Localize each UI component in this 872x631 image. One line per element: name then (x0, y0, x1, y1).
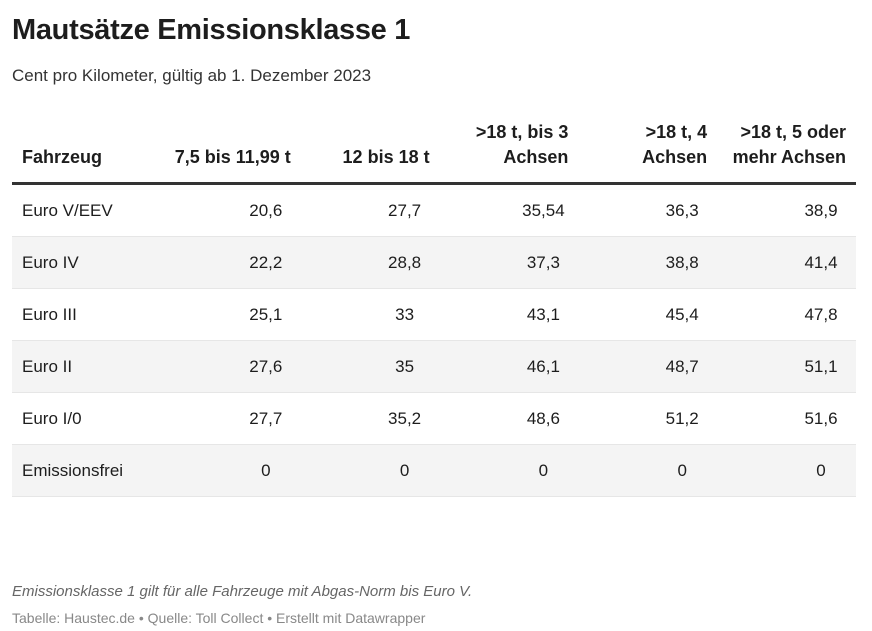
table-cell: 28,8 (300, 236, 440, 289)
cell-value: 27,6 (249, 356, 283, 376)
column-header: >18 t, 5 oder mehr Achsen (717, 120, 856, 185)
table-cell: 48,6 (439, 392, 579, 445)
cell-value: 0 (261, 460, 271, 480)
table-cell: 47,8 (717, 288, 856, 341)
table-row: Euro II 27,6 35 46,1 48,7 51,1 (12, 340, 856, 393)
cell-value: 47,8 (804, 304, 838, 324)
cell-value: 0 (399, 460, 410, 480)
chart-title: Mautsätze Emissionsklasse 1 (12, 14, 411, 46)
row-label: Emissionsfrei (12, 444, 162, 497)
table-cell: 51,1 (717, 340, 856, 393)
table-row: Euro I/0 27,7 35,2 48,6 51,2 51,6 (12, 392, 856, 445)
column-header: Fahrzeug (12, 120, 162, 185)
table-cell: 37,3 (439, 236, 579, 289)
table-cell: 0 (439, 444, 579, 497)
cell-value: 51,1 (804, 356, 838, 376)
table-cell: 46,1 (439, 340, 579, 393)
table-cell: 48,7 (578, 340, 718, 393)
cell-value: 25,1 (249, 304, 283, 324)
table-cell: 35 (300, 340, 440, 393)
table-row: Euro III 25,1 33 43,1 45,4 47,8 (12, 288, 856, 341)
table-cell: 41,4 (717, 236, 856, 289)
cell-value: 41,4 (804, 252, 838, 272)
cell-value: 35,54 (522, 200, 565, 220)
cell-value: 0 (816, 460, 826, 480)
cell-value: 35 (395, 356, 415, 376)
table-cell: 27,6 (162, 340, 301, 393)
cell-value: 36,3 (665, 200, 699, 220)
table-cell: 0 (162, 444, 301, 497)
table-cell: 0 (578, 444, 718, 497)
table-cell: 27,7 (300, 183, 440, 237)
cell-value: 20,6 (249, 200, 283, 220)
cell-value: 0 (677, 460, 687, 480)
table-cell: 0 (717, 444, 856, 497)
table-cell: 36,3 (578, 183, 718, 237)
cell-value: 51,6 (804, 408, 838, 428)
cell-value: 27,7 (249, 408, 283, 428)
cell-value: 0 (538, 460, 549, 480)
chart-subtitle: Cent pro Kilometer, gültig ab 1. Dezembe… (12, 66, 372, 85)
table-cell: 45,4 (578, 288, 718, 341)
cell-value: 38,9 (804, 200, 838, 220)
toll-rates-table: Fahrzeug 7,5 bis 11,99 t 12 bis 18 t >18 t,… (12, 120, 856, 497)
cell-value: 37,3 (526, 252, 560, 272)
row-label: Euro I/0 (12, 392, 162, 445)
cell-value: 35,2 (388, 408, 422, 428)
table-cell: 38,9 (717, 183, 856, 237)
row-label: Euro IV (12, 236, 162, 289)
cell-value: 48,7 (665, 356, 699, 376)
cell-value: 51,2 (665, 408, 699, 428)
table-row: Euro IV 22,2 28,8 37,3 38,8 41,4 (12, 236, 856, 289)
row-label: Euro II (12, 340, 162, 393)
table-cell: 51,6 (717, 392, 856, 445)
table-cell: 22,2 (162, 236, 301, 289)
row-label: Euro III (12, 288, 162, 341)
cell-value: 43,1 (526, 304, 560, 324)
table-cell: 35,54 (439, 183, 579, 237)
cell-value: 48,6 (526, 408, 560, 428)
column-header: >18 t, bis 3 Achsen (439, 120, 579, 185)
table-cell: 51,2 (578, 392, 718, 445)
table-cell: 43,1 (439, 288, 579, 341)
table-cell: 35,2 (300, 392, 440, 445)
table-cell: 0 (300, 444, 440, 497)
table-cell: 25,1 (162, 288, 301, 341)
column-header: 12 bis 18 t (300, 120, 440, 185)
table-cell: 27,7 (162, 392, 301, 445)
cell-value: 45,4 (665, 304, 699, 324)
column-header: 7,5 bis 11,99 t (162, 120, 301, 185)
cell-value: 38,8 (665, 252, 699, 272)
table-cell: 20,6 (162, 183, 301, 237)
table-cell: 33 (300, 288, 440, 341)
cell-value: 28,8 (388, 252, 422, 272)
column-header: >18 t, 4 Achsen (578, 120, 718, 185)
row-label: Euro V/EEV (12, 183, 162, 237)
footnote: Emissionsklasse 1 gilt für alle Fahrzeug… (12, 583, 473, 600)
table-row: Euro V/EEV 20,6 27,7 35,54 36,3 38,9 (12, 183, 856, 237)
table-row: Emissionsfrei 0 0 0 0 0 (12, 444, 856, 497)
header-row: Fahrzeug 7,5 bis 11,99 t 12 bis 18 t >18 t,… (12, 120, 856, 185)
cell-value: 46,1 (526, 356, 560, 376)
table-cell: 38,8 (578, 236, 718, 289)
cell-value: 22,2 (249, 252, 283, 272)
cell-value: 27,7 (388, 200, 422, 220)
source-line: Tabelle: Haustec.de • Quelle: Toll Colle… (12, 610, 426, 626)
cell-value: 33 (395, 304, 415, 324)
